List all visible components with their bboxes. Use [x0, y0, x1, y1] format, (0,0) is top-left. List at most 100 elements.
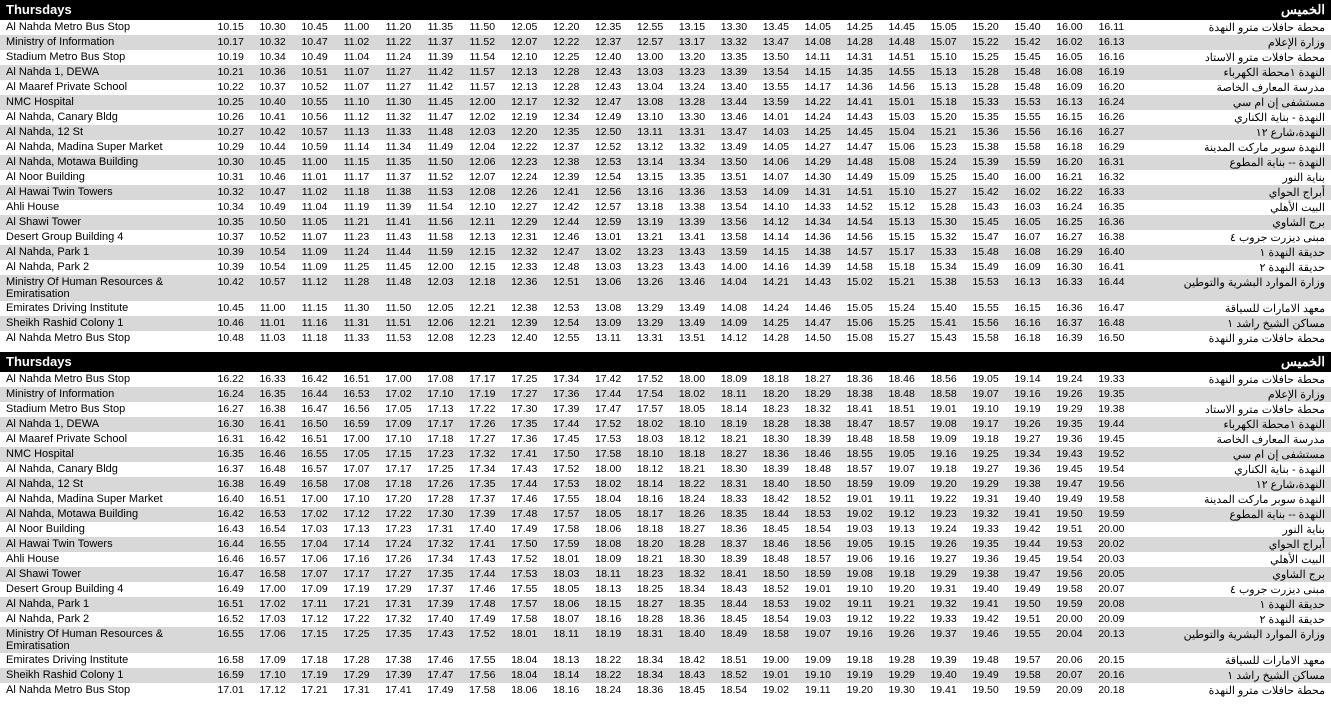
time-cell: 13.30	[713, 20, 755, 35]
time-cell: 19.35	[965, 537, 1007, 552]
time-cell: 11.14	[336, 140, 378, 155]
time-cell: 18.43	[713, 582, 755, 597]
time-cell: 17.17	[461, 372, 503, 387]
time-cell: 16.11	[1090, 20, 1132, 35]
time-cell: 17.41	[377, 683, 419, 698]
time-cell: 13.54	[713, 200, 755, 215]
stop-name-en: Ministry of Information	[0, 35, 210, 50]
stop-name-en: Al Hawai Twin Towers	[0, 185, 210, 200]
time-cell: 15.06	[881, 140, 923, 155]
time-cell: 12.22	[503, 140, 545, 155]
time-cell: 10.39	[210, 260, 252, 275]
time-cell: 19.32	[965, 507, 1007, 522]
table-row: Al Nahda, Park 210.3910.5411.0911.2511.4…	[0, 260, 1331, 275]
time-cell: 10.52	[252, 230, 294, 245]
time-cell: 15.20	[923, 110, 965, 125]
table-row: Desert Group Building 416.4917.0017.0917…	[0, 582, 1331, 597]
table-row: Ministry of Information16.2416.3516.4416…	[0, 387, 1331, 402]
time-cell: 10.30	[210, 155, 252, 170]
time-cell: 14.41	[839, 95, 881, 110]
time-cell: 17.03	[252, 612, 294, 627]
time-cell: 16.05	[1048, 50, 1090, 65]
time-cell: 17.50	[503, 537, 545, 552]
time-cell: 12.13	[503, 80, 545, 95]
time-cell: 19.03	[839, 522, 881, 537]
time-cell: 11.33	[336, 331, 378, 346]
time-cell: 18.03	[629, 432, 671, 447]
time-cell: 11.18	[294, 331, 336, 346]
time-cell: 18.38	[839, 387, 881, 402]
time-cell: 15.49	[965, 260, 1007, 275]
time-cell: 15.53	[965, 275, 1007, 301]
time-cell: 10.59	[294, 140, 336, 155]
time-cell: 19.58	[1007, 668, 1049, 683]
time-cell: 16.57	[294, 462, 336, 477]
time-cell: 16.35	[210, 447, 252, 462]
time-cell: 19.01	[839, 492, 881, 507]
time-cell: 18.29	[797, 387, 839, 402]
time-cell: 16.44	[1090, 275, 1132, 301]
time-cell: 14.56	[839, 230, 881, 245]
time-cell: 13.03	[629, 65, 671, 80]
time-cell: 18.08	[587, 537, 629, 552]
time-cell: 16.33	[252, 372, 294, 387]
stop-name-ar: معهد الامارات للسياقة	[1132, 653, 1331, 668]
stop-name-ar: مستشفى إن ام سي	[1132, 447, 1331, 462]
stop-name-ar: وزارة الموارد البشرية والتوطين	[1132, 275, 1331, 301]
stop-name-ar: بناية النور	[1132, 170, 1331, 185]
time-cell: 14.01	[755, 110, 797, 125]
time-cell: 18.12	[671, 432, 713, 447]
time-cell: 15.47	[965, 230, 1007, 245]
time-cell: 12.23	[461, 331, 503, 346]
time-cell: 17.31	[377, 597, 419, 612]
time-cell: 19.41	[965, 597, 1007, 612]
time-cell: 14.47	[839, 140, 881, 155]
time-cell: 15.28	[965, 80, 1007, 95]
time-cell: 17.54	[629, 387, 671, 402]
stop-name-ar: وزارة الإعلام	[1132, 387, 1331, 402]
table-row: Al Noor Building10.3110.4611.0111.1711.3…	[0, 170, 1331, 185]
time-cell: 20.00	[1090, 522, 1132, 537]
table-row: Al Shawi Tower10.3510.5011.0511.2111.411…	[0, 215, 1331, 230]
time-cell: 18.20	[629, 537, 671, 552]
time-cell: 15.22	[965, 35, 1007, 50]
time-cell: 17.26	[419, 477, 461, 492]
time-cell: 16.18	[1048, 140, 1090, 155]
time-cell: 19.45	[1090, 432, 1132, 447]
time-cell: 18.48	[755, 552, 797, 567]
time-cell: 17.26	[377, 552, 419, 567]
time-cell: 17.57	[503, 597, 545, 612]
time-cell: 11.25	[336, 260, 378, 275]
time-cell: 10.27	[210, 125, 252, 140]
stop-name-en: Al Nahda, Park 1	[0, 597, 210, 612]
time-cell: 18.54	[755, 612, 797, 627]
time-cell: 19.47	[1007, 567, 1049, 582]
time-cell: 15.24	[923, 155, 965, 170]
time-cell: 11.32	[377, 110, 419, 125]
time-cell: 12.40	[503, 331, 545, 346]
time-cell: 18.06	[587, 522, 629, 537]
time-cell: 14.05	[755, 140, 797, 155]
time-cell: 12.22	[545, 35, 587, 50]
stop-name-en: Al Nahda Metro Bus Stop	[0, 683, 210, 698]
time-cell: 16.33	[1048, 275, 1090, 301]
time-cell: 19.42	[965, 612, 1007, 627]
time-cell: 17.52	[587, 417, 629, 432]
time-cell: 18.11	[713, 387, 755, 402]
timetable-2: Al Nahda Metro Bus Stop16.2216.3316.4216…	[0, 372, 1331, 698]
time-cell: 17.32	[377, 612, 419, 627]
time-cell: 14.15	[797, 65, 839, 80]
time-cell: 10.26	[210, 110, 252, 125]
time-cell: 14.49	[839, 170, 881, 185]
time-cell: 11.04	[294, 200, 336, 215]
time-cell: 14.22	[797, 95, 839, 110]
time-cell: 13.30	[671, 110, 713, 125]
time-cell: 17.49	[419, 683, 461, 698]
time-cell: 16.27	[1048, 230, 1090, 245]
time-cell: 18.14	[713, 402, 755, 417]
time-cell: 18.53	[797, 507, 839, 522]
time-cell: 12.43	[587, 65, 629, 80]
time-cell: 14.30	[797, 170, 839, 185]
time-cell: 11.12	[294, 275, 336, 301]
time-cell: 14.45	[839, 125, 881, 140]
